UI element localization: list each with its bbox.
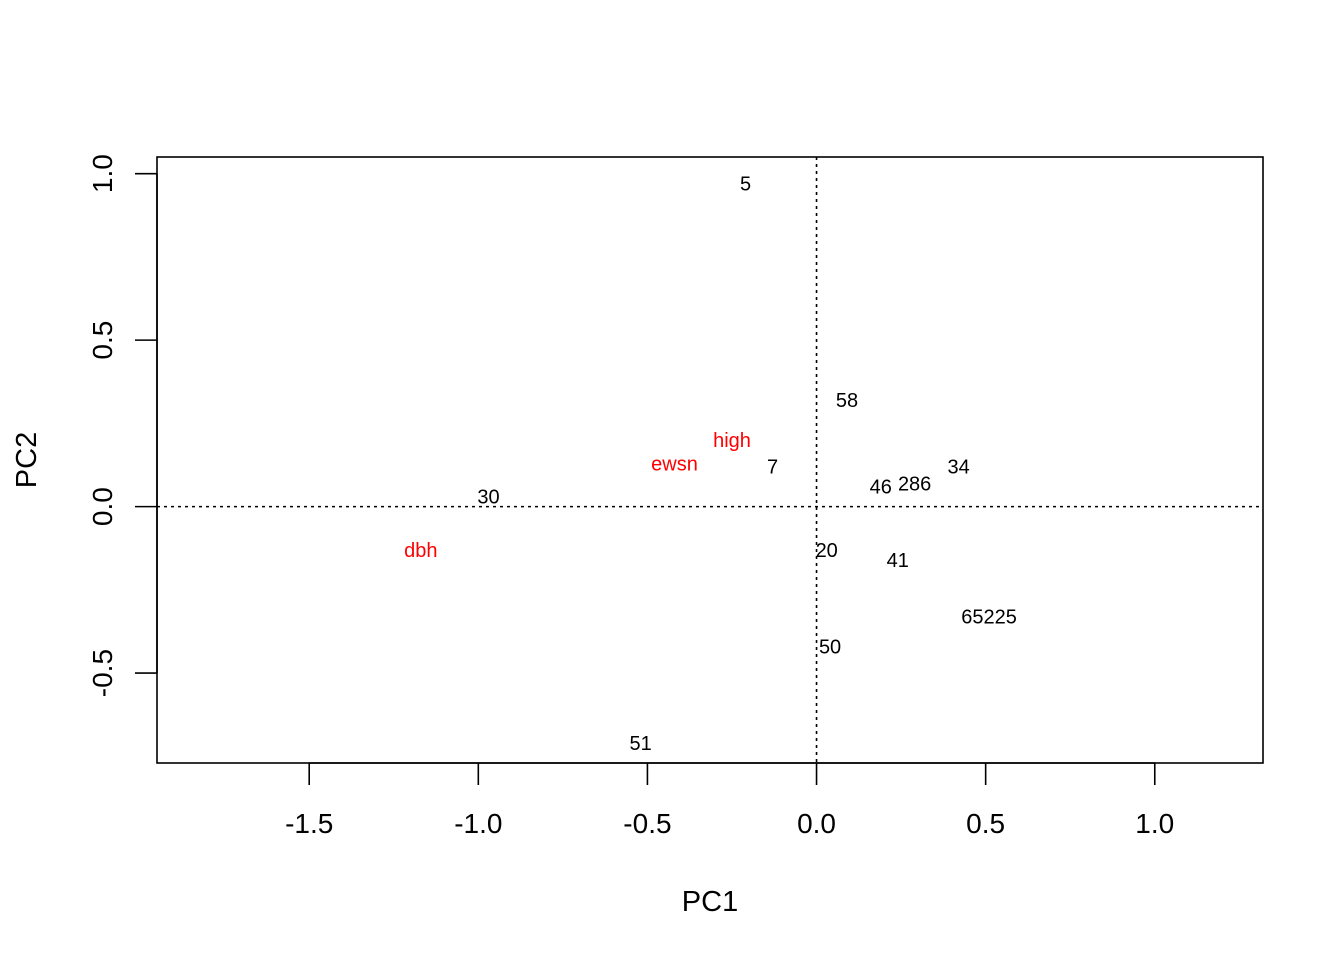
- x-tick-label: 1.0: [1135, 808, 1174, 839]
- plot-frame: [156, 156, 1264, 764]
- point-labels: 5 58 7 46 286 34 30 20 41 65225 50 51 high ewsn dbh: [404, 174, 1017, 755]
- x-tick-label: 0.5: [966, 808, 1005, 839]
- observation-label: 20: [816, 540, 838, 562]
- observation-label: 46: [870, 477, 892, 499]
- y-axis-title: PC2: [11, 432, 43, 488]
- observation-label: 65225: [961, 606, 1017, 628]
- observation-label: 58: [836, 390, 858, 412]
- y-axis: -0.5 0.0 0.5 1.0: [87, 154, 158, 697]
- y-tick-label: 1.0: [87, 154, 118, 193]
- x-tick-label: -1.0: [454, 808, 502, 839]
- y-tick-label: 0.5: [87, 321, 118, 360]
- variable-label: dbh: [404, 540, 437, 562]
- observation-label: 41: [887, 550, 909, 572]
- x-axis-title: PC1: [682, 886, 738, 918]
- y-tick-label: 0.0: [87, 487, 118, 526]
- observation-label: 34: [947, 457, 969, 479]
- y-tick-label: -0.5: [87, 649, 118, 697]
- x-tick-label: -0.5: [623, 808, 671, 839]
- observation-label: 286: [898, 473, 931, 495]
- reference-lines: [157, 157, 1263, 763]
- variable-label: high: [713, 430, 751, 452]
- x-tick-label: -1.5: [285, 808, 333, 839]
- observation-label: 30: [477, 487, 499, 509]
- observation-label: 51: [630, 733, 652, 755]
- observation-label: 50: [819, 636, 841, 658]
- x-tick-label: 0.0: [797, 808, 836, 839]
- x-axis: -1.5 -1.0 -0.5 0.0 0.5 1.0: [285, 762, 1174, 839]
- observation-label: 5: [740, 174, 751, 196]
- variable-label: ewsn: [651, 453, 698, 475]
- observation-label: 7: [767, 457, 778, 479]
